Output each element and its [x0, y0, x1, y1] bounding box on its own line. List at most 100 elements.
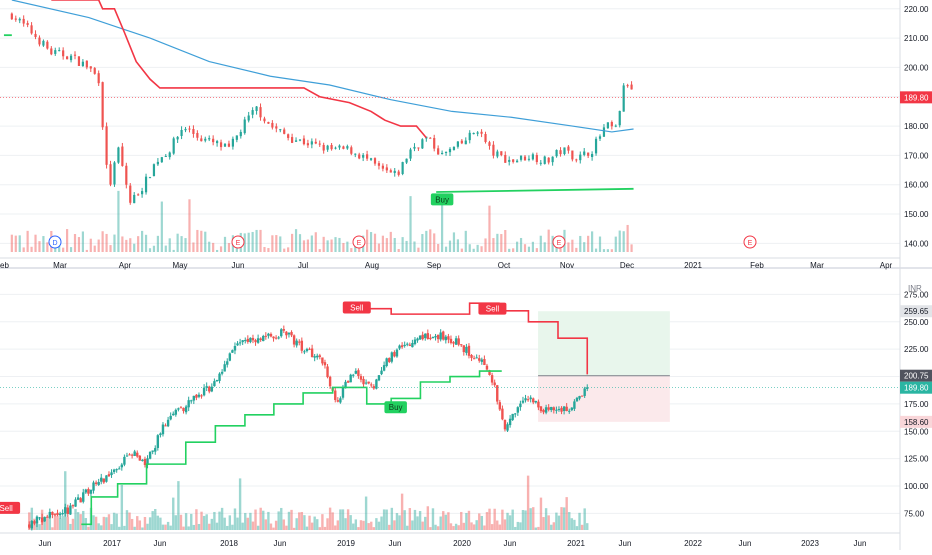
top-volume-bar — [180, 236, 183, 252]
bottom-candle — [442, 331, 445, 340]
bottom-volume-bar — [532, 507, 535, 530]
bottom-volume-bar — [457, 525, 460, 530]
bottom-candle — [292, 335, 296, 345]
top-signal-badge-0[interactable] — [430, 193, 454, 206]
bottom-volume-bar — [195, 509, 198, 530]
top-candle — [567, 146, 570, 151]
bottom-candle — [69, 505, 72, 515]
bottom-y-tick-label-0: 275.00 — [904, 290, 929, 299]
bottom-signal-badge-2[interactable] — [384, 401, 407, 414]
bottom-volume-bar — [318, 527, 322, 530]
bottom-candle — [537, 401, 540, 408]
bottom-volume-bar — [120, 484, 124, 530]
bottom-signal-badge-1[interactable] — [342, 301, 371, 314]
bottom-volume-bar — [380, 516, 383, 530]
bottom-volume-bar — [38, 524, 41, 530]
top-volume-bar — [141, 230, 144, 252]
bottom-volume-bar — [79, 514, 82, 530]
bottom-volume-bar — [272, 527, 275, 530]
bottom-candle — [524, 398, 527, 401]
top-candle — [322, 144, 325, 151]
bottom-candle — [51, 511, 54, 515]
top-candle — [464, 140, 467, 145]
event-marker-3[interactable] — [552, 235, 566, 249]
bottom-volume-bar — [323, 526, 327, 530]
bottom-candle — [362, 378, 365, 385]
top-candle — [366, 154, 369, 159]
bottom-volume-bar — [164, 524, 167, 530]
bottom-candle — [215, 379, 219, 382]
top-candle — [66, 56, 69, 60]
event-marker-2[interactable] — [352, 235, 366, 249]
top-candle — [563, 147, 566, 155]
bottom-candle — [452, 342, 455, 344]
top-x-tick-label-14: Apr — [880, 261, 893, 270]
top-candle — [575, 159, 578, 161]
top-volume-bar — [591, 231, 594, 252]
top-volume-bar — [433, 233, 436, 252]
bottom-candle — [570, 407, 574, 411]
bottom-candle — [112, 469, 116, 473]
bottom-volume-bar — [169, 525, 172, 530]
bottom-x-tick-label-4: Jun — [274, 539, 287, 548]
bottom-volume-bar — [274, 520, 278, 530]
top-volume-bar — [287, 247, 290, 252]
bottom-candle — [542, 409, 545, 413]
target-price-badge: 259.65 — [904, 307, 929, 316]
bottom-candle — [148, 451, 152, 459]
bottom-candle — [562, 406, 566, 411]
bottom-candle — [197, 394, 201, 397]
bottom-volume-bar — [151, 511, 154, 530]
top-volume-bar — [192, 242, 195, 252]
top-candle — [421, 139, 424, 149]
bottom-candle — [164, 425, 167, 427]
bottom-candle — [228, 353, 232, 361]
bottom-volume-bar — [218, 511, 221, 530]
top-volume-bar — [381, 235, 384, 252]
bottom-volume-bar — [452, 526, 455, 530]
top-volume-bar — [350, 248, 353, 252]
top-candle — [227, 143, 231, 147]
bottom-candle — [467, 345, 471, 356]
top-candle — [77, 56, 81, 66]
top-volume-bar — [148, 248, 152, 252]
top-candle — [587, 152, 590, 156]
top-candle — [117, 147, 120, 163]
bottom-candle — [310, 348, 314, 358]
top-volume-bar — [314, 232, 317, 252]
top-candle — [133, 194, 136, 204]
currency-label: INR — [908, 284, 922, 293]
bottom-candle — [151, 450, 154, 452]
bottom-candle — [321, 357, 324, 364]
bottom-candle — [249, 337, 252, 343]
top-volume-bar — [452, 232, 456, 252]
bottom-candle — [231, 350, 234, 353]
event-marker-4[interactable] — [743, 235, 757, 249]
bottom-signal-badge-3[interactable] — [478, 302, 507, 315]
bottom-candle — [79, 498, 82, 503]
bottom-candle — [82, 492, 85, 502]
top-x-tick-label-11: 2021 — [684, 261, 702, 270]
bottom-volume-bar — [524, 510, 527, 530]
top-volume-bar — [208, 241, 211, 252]
top-candle — [255, 106, 258, 111]
bottom-candle — [40, 517, 44, 523]
bottom-candle — [413, 339, 417, 345]
bottom-volume-bar — [264, 519, 268, 530]
bottom-volume-bar — [413, 509, 417, 530]
event-marker-1[interactable] — [231, 235, 245, 249]
top-candle — [208, 138, 211, 140]
top-candle — [283, 129, 286, 134]
top-candle — [354, 153, 357, 155]
top-candle — [263, 118, 266, 122]
bottom-volume-bar — [429, 527, 432, 530]
bottom-volume-bar — [76, 512, 80, 530]
bottom-signal-badge-0[interactable] — [0, 501, 21, 514]
bottom-volume-bar — [182, 526, 185, 530]
bottom-candle — [382, 365, 386, 371]
bottom-volume-bar — [48, 516, 52, 530]
event-marker-0[interactable] — [48, 235, 62, 249]
bottom-candle — [313, 356, 316, 358]
